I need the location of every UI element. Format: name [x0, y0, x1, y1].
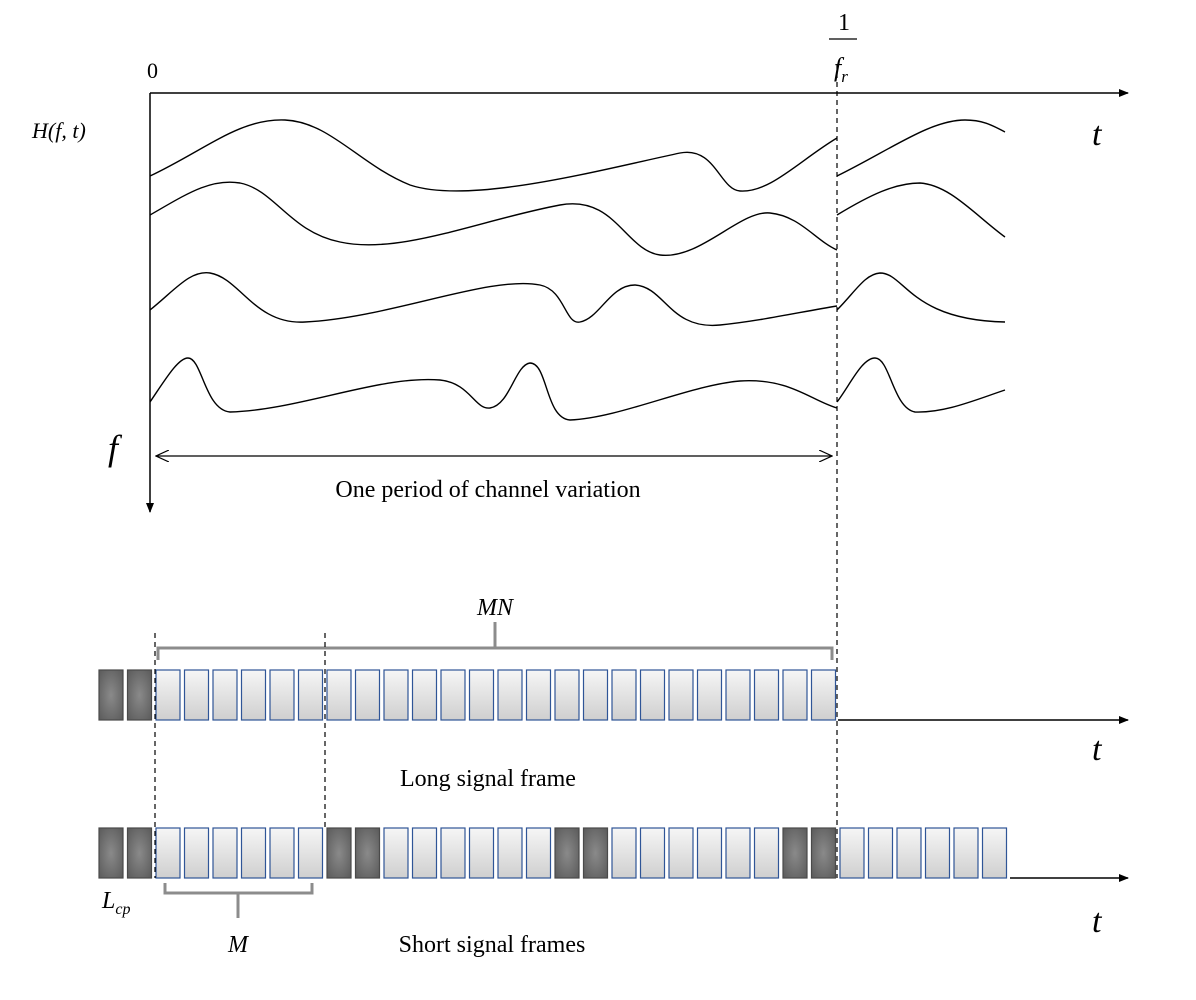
short-frame-data-block [725, 827, 751, 879]
long-frame-data-block [269, 669, 295, 721]
long-frame-data-block [639, 669, 666, 721]
short-frame-data-block [668, 827, 694, 879]
origin-label: 0 [147, 58, 158, 83]
short-frame-cp-block [810, 827, 837, 879]
channel-curve-2 [149, 181, 838, 256]
time-axis-long-label: t [1092, 731, 1103, 768]
period-caption: One period of channel variation [335, 477, 640, 503]
long-frame-data-block [411, 669, 438, 721]
long-frame-data-block [525, 669, 552, 721]
short-frame-data-block [525, 827, 552, 879]
channel-curve-3 [149, 272, 838, 327]
short-frame-data-block [468, 827, 495, 879]
short-signal-frames [98, 827, 1008, 879]
time-axis-short-label: t [1092, 903, 1103, 940]
short-frame-cp-block [554, 827, 580, 879]
short-frame-cp-block [582, 827, 609, 879]
long-frame-data-block [468, 669, 495, 721]
long-frame-data-block [354, 669, 381, 721]
long-frame-data-block [810, 669, 837, 721]
short-frame-data-block [383, 827, 409, 879]
short-frame-cp-block [782, 827, 808, 879]
channel-curve-3-next [836, 272, 1006, 323]
m-label: M [227, 932, 250, 958]
short-frame-data-block [440, 827, 466, 879]
short-frame-data-block [611, 827, 637, 879]
long-frame-data-block [782, 669, 808, 721]
long-signal-frame [98, 669, 837, 721]
short-frame-cp-block [98, 827, 124, 879]
frequency-axis-label: f [108, 428, 123, 468]
long-frame-data-block [611, 669, 637, 721]
long-frame-data-block [582, 669, 609, 721]
short-frames-caption: Short signal frames [399, 932, 586, 958]
short-frame-data-block [753, 827, 780, 879]
long-frame-data-block [753, 669, 780, 721]
long-frame-data-block [696, 669, 723, 721]
lcp-label: Lcp [101, 888, 130, 918]
short-frame-data-block [696, 827, 723, 879]
period-marker-numerator: 1 [838, 10, 850, 36]
short-frame-data-block [497, 827, 523, 879]
short-frame-data-block [155, 827, 181, 879]
short-frame-data-block [953, 827, 979, 879]
channel-curve-1-next [836, 119, 1006, 177]
long-frame-cp-block [126, 669, 153, 721]
long-frame-data-block [383, 669, 409, 721]
mn-brace [156, 622, 834, 660]
long-frame-data-block [297, 669, 324, 721]
short-frame-cp-block [326, 827, 352, 879]
short-frame-data-block [269, 827, 295, 879]
short-frame-data-block [981, 827, 1008, 879]
channel-curve-2-next [836, 182, 1006, 238]
long-frame-data-block [497, 669, 523, 721]
short-frame-data-block [240, 827, 267, 879]
channel-label: H(f, t) [31, 118, 86, 143]
time-axis-top-label: t [1092, 116, 1103, 153]
short-frame-data-block [212, 827, 238, 879]
long-frame-data-block [212, 669, 238, 721]
long-frame-data-block [440, 669, 466, 721]
short-frame-data-block [183, 827, 210, 879]
short-frame-data-block [839, 827, 865, 879]
short-frame-data-block [924, 827, 951, 879]
short-frame-cp-block [126, 827, 153, 879]
short-frame-data-block [639, 827, 666, 879]
long-frame-data-block [155, 669, 181, 721]
long-frame-cp-block [98, 669, 124, 721]
long-frame-caption: Long signal frame [400, 766, 576, 792]
m-brace [163, 883, 314, 918]
short-frame-cp-block [354, 827, 381, 879]
period-marker-denominator: fr [834, 53, 848, 86]
short-frame-data-block [896, 827, 922, 879]
long-frame-data-block [725, 669, 751, 721]
long-frame-data-block [668, 669, 694, 721]
short-frame-data-block [411, 827, 438, 879]
channel-curve-4 [149, 357, 838, 421]
channel-curve-4-next [836, 357, 1006, 413]
long-frame-data-block [554, 669, 580, 721]
long-frame-data-block [240, 669, 267, 721]
long-frame-data-block [183, 669, 210, 721]
long-frame-data-block [326, 669, 352, 721]
channel-curve-1 [149, 119, 838, 192]
short-frame-data-block [867, 827, 894, 879]
mn-label: MN [476, 595, 515, 621]
short-frame-data-block [297, 827, 324, 879]
